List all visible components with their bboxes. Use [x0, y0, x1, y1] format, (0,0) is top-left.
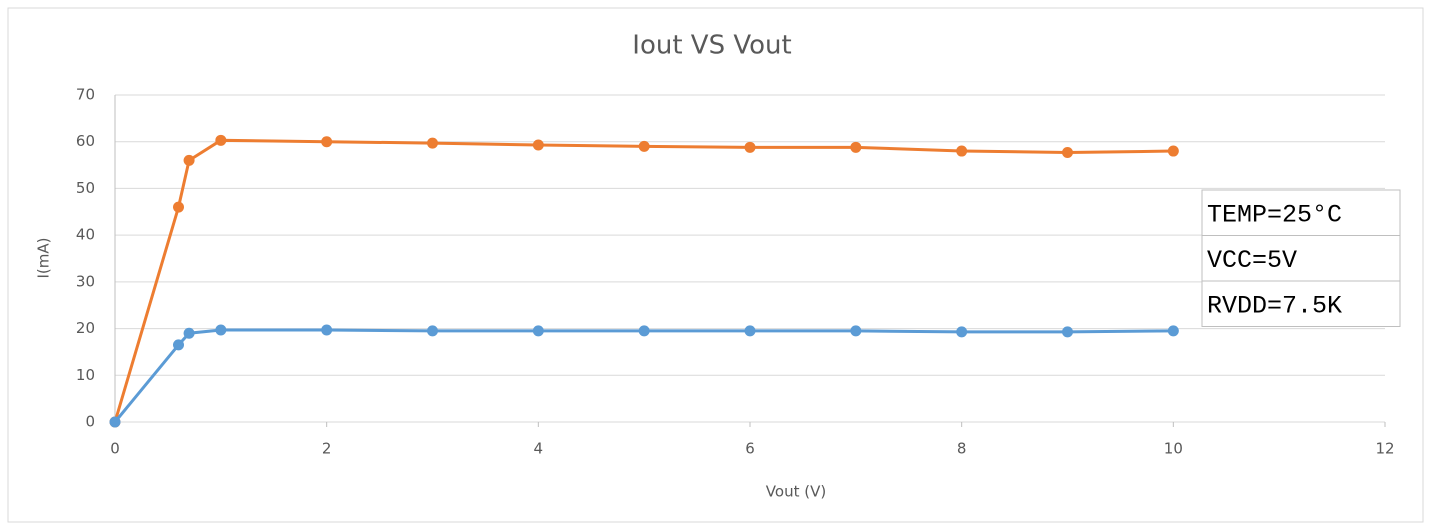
data-point	[321, 324, 333, 336]
data-point	[173, 201, 184, 213]
x-tick-label: 10	[1164, 440, 1183, 458]
y-tick-label: 70	[76, 86, 95, 104]
y-tick-label: 0	[85, 413, 95, 431]
y-tick-label: 30	[76, 272, 95, 290]
data-point	[850, 325, 862, 337]
data-point	[744, 325, 756, 337]
data-point	[956, 326, 968, 338]
x-tick-label: 12	[1375, 440, 1394, 458]
data-point	[1167, 145, 1179, 157]
x-tick-label: 6	[745, 440, 755, 458]
data-point	[183, 327, 195, 339]
y-tick-label: 20	[76, 319, 95, 337]
x-axis-label: Vout (V)	[766, 483, 826, 501]
x-tick-label: 8	[957, 440, 967, 458]
data-point	[1062, 326, 1073, 338]
data-point	[1062, 146, 1073, 158]
chart-border	[7, 7, 1424, 523]
data-point	[850, 141, 862, 153]
x-tick-label: 4	[534, 440, 544, 458]
chart-title: Iout VS Vout	[632, 31, 791, 61]
annotation: RVDD=7.5K	[1207, 291, 1342, 320]
data-point	[183, 154, 195, 166]
data-point	[1167, 325, 1179, 337]
data-point	[215, 324, 227, 336]
data-point	[744, 141, 756, 153]
data-point	[427, 325, 438, 337]
data-point	[956, 145, 968, 157]
data-point	[532, 139, 544, 151]
y-tick-label: 60	[76, 132, 95, 150]
data-point	[321, 136, 333, 148]
x-tick-label: 2	[322, 440, 332, 458]
annotation: TEMP=25°C	[1207, 200, 1342, 229]
data-point	[215, 134, 227, 146]
annotation-box	[1201, 189, 1401, 327]
y-tick-label: 40	[76, 226, 95, 244]
y-tick-label: 50	[76, 179, 95, 197]
data-point	[109, 416, 121, 428]
data-point	[427, 137, 438, 149]
data-point	[173, 339, 184, 351]
y-axis-label: I(mA)	[35, 237, 53, 278]
x-tick-label: 0	[110, 440, 120, 458]
annotation: VCC=5V	[1207, 246, 1297, 275]
data-point	[638, 140, 650, 152]
y-tick-label: 10	[76, 366, 95, 384]
data-point	[638, 325, 650, 337]
data-point	[532, 325, 544, 337]
